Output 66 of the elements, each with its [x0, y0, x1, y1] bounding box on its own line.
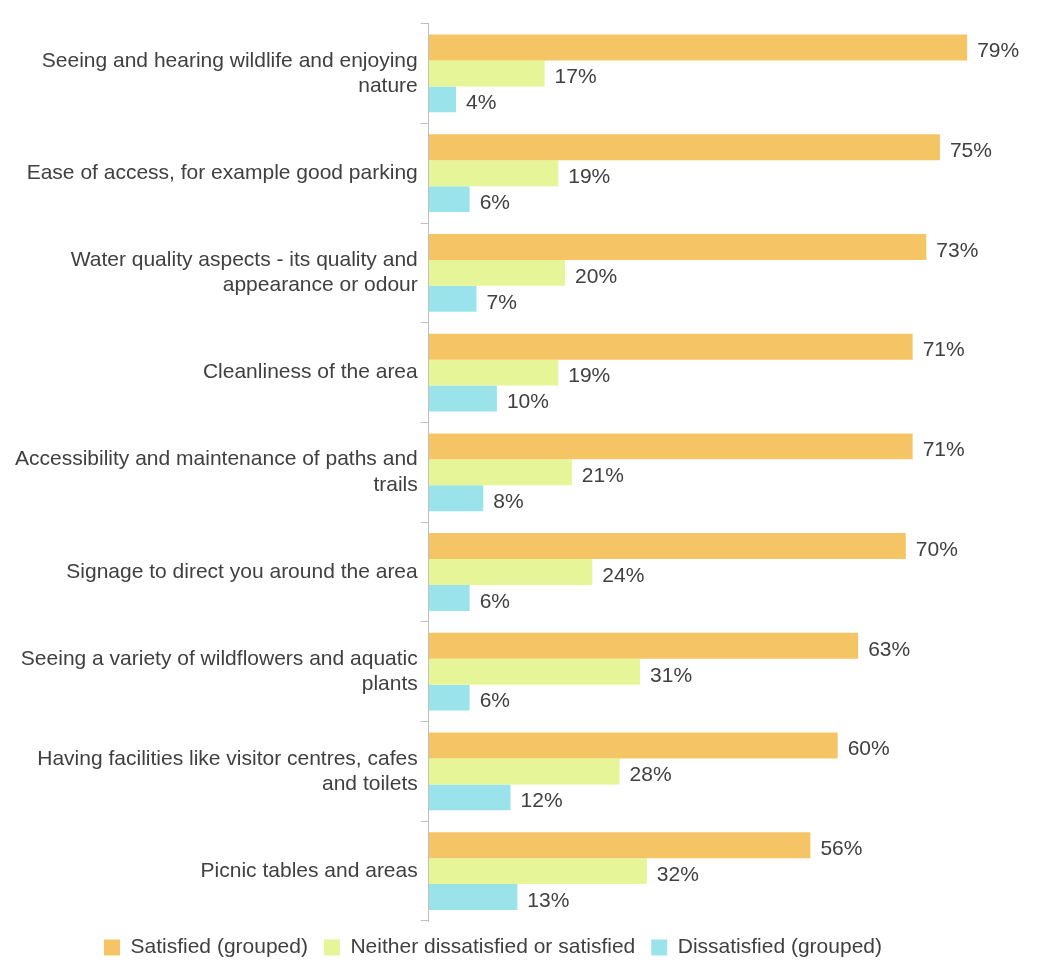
y-tick-label: Seeing a variety of wildflowers and aquatic plants	[20, 645, 418, 695]
bar	[428, 34, 968, 61]
bar	[428, 584, 470, 611]
bar	[428, 632, 859, 659]
bar	[428, 732, 838, 759]
data-label: 63%	[868, 636, 911, 660]
data-label: 28%	[629, 762, 672, 786]
bar	[428, 758, 620, 785]
data-label: 13%	[527, 887, 570, 911]
data-label: 79%	[977, 38, 1020, 62]
data-label: 20%	[575, 263, 618, 287]
data-label: 21%	[581, 463, 624, 487]
data-label: 6%	[479, 588, 510, 612]
data-label: 75%	[949, 138, 992, 162]
data-label: 71%	[922, 437, 965, 461]
data-label: 4%	[466, 90, 497, 114]
bar	[428, 884, 518, 911]
data-label: 24%	[602, 562, 645, 586]
legend-label: Neither dissatisfied or satisfied	[350, 934, 636, 958]
data-label: 73%	[936, 237, 979, 261]
data-label: 70%	[915, 536, 958, 560]
data-label: 12%	[520, 788, 563, 812]
data-label: 17%	[554, 64, 597, 88]
bar	[428, 259, 566, 286]
data-label: 19%	[568, 363, 611, 387]
data-label: 19%	[568, 163, 611, 187]
bar	[428, 233, 927, 260]
y-tick-label: Cleanliness of the area	[202, 359, 419, 383]
y-tick-label: Water quality aspects - its quality and appearance or odour	[70, 247, 418, 296]
bar	[428, 658, 641, 685]
data-label: 32%	[656, 861, 699, 885]
data-label: 71%	[922, 337, 965, 361]
bar	[428, 459, 572, 486]
y-tick-label: Ease of access, for example good parking	[26, 159, 418, 183]
bar	[428, 333, 913, 360]
bar	[428, 285, 477, 312]
bar	[428, 86, 457, 113]
bar	[428, 485, 484, 512]
bar	[428, 684, 470, 711]
data-label: 8%	[493, 489, 524, 513]
bar	[428, 433, 913, 460]
bar	[428, 559, 593, 585]
bar	[428, 533, 906, 560]
bar	[428, 60, 545, 87]
data-label: 6%	[479, 189, 510, 213]
y-tick-label: Picnic tables and areas	[200, 857, 418, 881]
y-tick-label: Accessibility and maintenance of paths and trails	[14, 446, 418, 495]
data-label: 56%	[820, 836, 863, 860]
y-tick-label: Signage to direct you around the area	[66, 558, 419, 582]
bar	[428, 186, 470, 213]
legend-label: Satisfied (grouped)	[130, 934, 308, 958]
y-tick-label: Having facilities like visitor centres, cafes and toilets	[37, 745, 418, 794]
bar	[428, 858, 647, 885]
data-label: 7%	[486, 289, 517, 313]
bar	[428, 784, 511, 811]
bar	[428, 832, 811, 859]
legend-label: Dissatisfied (grouped)	[677, 934, 882, 958]
data-label: 31%	[650, 662, 693, 686]
data-label: 6%	[479, 688, 510, 712]
y-tick-label: Seeing and hearing wildlife and enjoying nature	[41, 47, 418, 96]
bar	[428, 359, 559, 386]
bar	[428, 160, 559, 187]
data-label: 10%	[506, 389, 549, 413]
bar	[428, 134, 940, 161]
bar	[428, 385, 497, 412]
data-label: 60%	[847, 736, 890, 760]
